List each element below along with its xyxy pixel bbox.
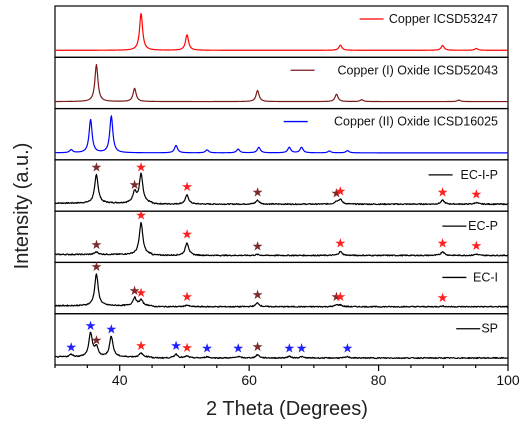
peak-marker-star: ★	[252, 184, 264, 199]
panel-0: Copper ICSD53247	[54, 5, 509, 58]
peak-marker-star: ★	[135, 160, 147, 175]
legend-label: SP	[481, 322, 498, 336]
x-tick-label: 100	[496, 372, 520, 388]
series-line	[54, 172, 509, 206]
peak-marker-star: ★	[283, 340, 295, 355]
legend-label: Copper ICSD53247	[389, 12, 498, 26]
peak-marker-star: ★	[65, 339, 77, 354]
series-line	[54, 221, 509, 257]
peak-marker-star: ★	[331, 186, 343, 201]
x-tick-label: 80	[371, 372, 387, 388]
panel-3: EC-I-P★★★★ ★ ★★ ★ ★	[54, 159, 509, 212]
peak-marker-star: ★	[135, 338, 147, 353]
peak-marker-star: ★	[91, 160, 103, 175]
legend-label: Copper (II) Oxide ICSD16025	[334, 115, 498, 129]
stacked-panels: Copper ICSD53247 Copper (I) Oxide ICSD520…	[54, 5, 509, 366]
peak-marker-star: ★	[170, 338, 182, 353]
legend-label: EC-I-P	[461, 168, 499, 182]
peak-marker-star: ★	[135, 285, 147, 300]
x-axis-title: 2 Theta (Degrees)	[206, 398, 368, 420]
peak-marker-star: ★	[181, 340, 193, 355]
peak-marker-star: ★	[470, 238, 482, 253]
legend-label: Copper (I) Oxide ICSD52043	[338, 63, 499, 77]
panel-2: Copper (II) Oxide ICSD16025	[54, 107, 509, 161]
peak-marker-star: ★	[331, 289, 343, 304]
x-axis: 40 60 80 100	[54, 365, 520, 388]
x-tick-label: 40	[112, 372, 128, 388]
peak-marker-star: ★	[296, 341, 308, 356]
series-line	[54, 273, 509, 308]
peak-marker-star: ★	[252, 238, 264, 253]
peak-marker-star: ★	[232, 340, 244, 355]
peak-marker-star: ★	[181, 227, 193, 242]
panel-1: Copper (I) Oxide ICSD52043	[54, 56, 509, 110]
peak-marker-star: ★	[91, 237, 103, 252]
series-line	[54, 12, 509, 51]
legend-label: EC-P	[468, 219, 498, 233]
peak-marker-star: ★	[335, 289, 347, 304]
peak-marker-star: ★	[470, 187, 482, 202]
peak-marker-star: ★	[85, 318, 97, 333]
peak-marker-star: ★	[342, 341, 354, 356]
peak-marker-star: ★	[129, 177, 141, 192]
peak-marker-star: ★	[91, 259, 103, 274]
peak-marker-star: ★	[437, 290, 449, 305]
peak-marker-star: ★	[252, 287, 264, 302]
series-line	[54, 64, 509, 103]
peak-marker-star: ★	[335, 184, 347, 199]
y-axis-title: Intensity (a.u.)	[11, 143, 33, 270]
series-line	[54, 331, 509, 360]
panel-5: EC-I★★★ ★ ★ ★★ ★	[54, 259, 509, 315]
peak-marker-star: ★	[437, 236, 449, 251]
peak-marker-star: ★	[91, 332, 103, 347]
peak-marker-star: ★	[129, 283, 141, 298]
peak-marker-star: ★	[135, 208, 147, 223]
peak-marker-star: ★	[201, 341, 213, 356]
panel-6: SP★★★★★ ★ ★ ★ ★ ★ ★ ★ ★	[54, 313, 509, 366]
peak-marker-star: ★	[437, 184, 449, 199]
series-line	[54, 115, 509, 154]
x-tick-label: 60	[241, 372, 257, 388]
peak-marker-star: ★	[252, 339, 264, 354]
peak-marker-star: ★	[181, 179, 193, 194]
peak-marker-star: ★	[181, 289, 193, 304]
legend-label: EC-I	[473, 270, 498, 284]
panel-4: EC-P ★ ★ ★ ★ ★ ★ ★	[54, 208, 509, 264]
peak-marker-star: ★	[105, 321, 117, 336]
peak-marker-star: ★	[335, 236, 347, 251]
